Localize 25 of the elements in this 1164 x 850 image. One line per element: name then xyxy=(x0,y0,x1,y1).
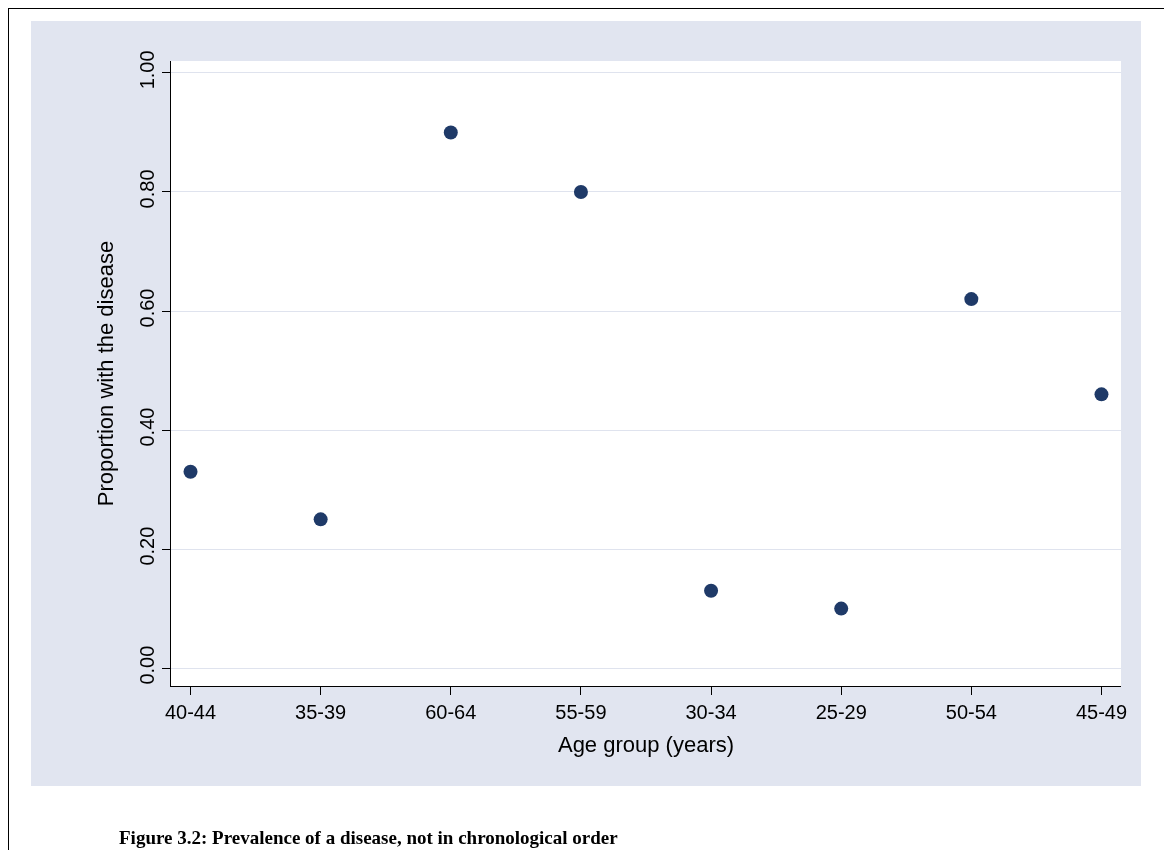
x-tick-label: 25-29 xyxy=(815,701,867,723)
point xyxy=(573,184,588,199)
y-axis-title: Proportion with the disease xyxy=(92,240,118,507)
caption: Figure 3.2: Prevalence of a disease, not in chronological order xyxy=(119,827,618,849)
point xyxy=(1094,387,1109,402)
point xyxy=(964,292,979,307)
x-tick-label: 45-49 xyxy=(1075,701,1128,723)
point xyxy=(313,512,328,527)
y-tick-label: 0.80 xyxy=(136,169,158,209)
y-tick-label: 0.20 xyxy=(136,526,158,566)
point xyxy=(834,601,849,616)
point xyxy=(443,125,458,140)
x-tick-label: 30-34 xyxy=(685,701,737,723)
y-tick-label: 0.60 xyxy=(136,288,158,328)
point xyxy=(704,583,719,598)
point xyxy=(183,464,198,479)
x-tick-label: 50-54 xyxy=(945,701,997,723)
y-tick-label: 0.40 xyxy=(136,407,158,447)
y-tick-label: 1.00 xyxy=(136,50,158,90)
x-axis-title: Age group (years) xyxy=(557,731,735,757)
x-tick-label: 60-64 xyxy=(425,701,477,723)
x-tick-label: 40-44 xyxy=(164,701,217,723)
y-tick-label: 0.00 xyxy=(136,645,158,685)
x-tick-label: 35-39 xyxy=(295,701,347,723)
x-tick-label: 55-59 xyxy=(555,701,607,723)
